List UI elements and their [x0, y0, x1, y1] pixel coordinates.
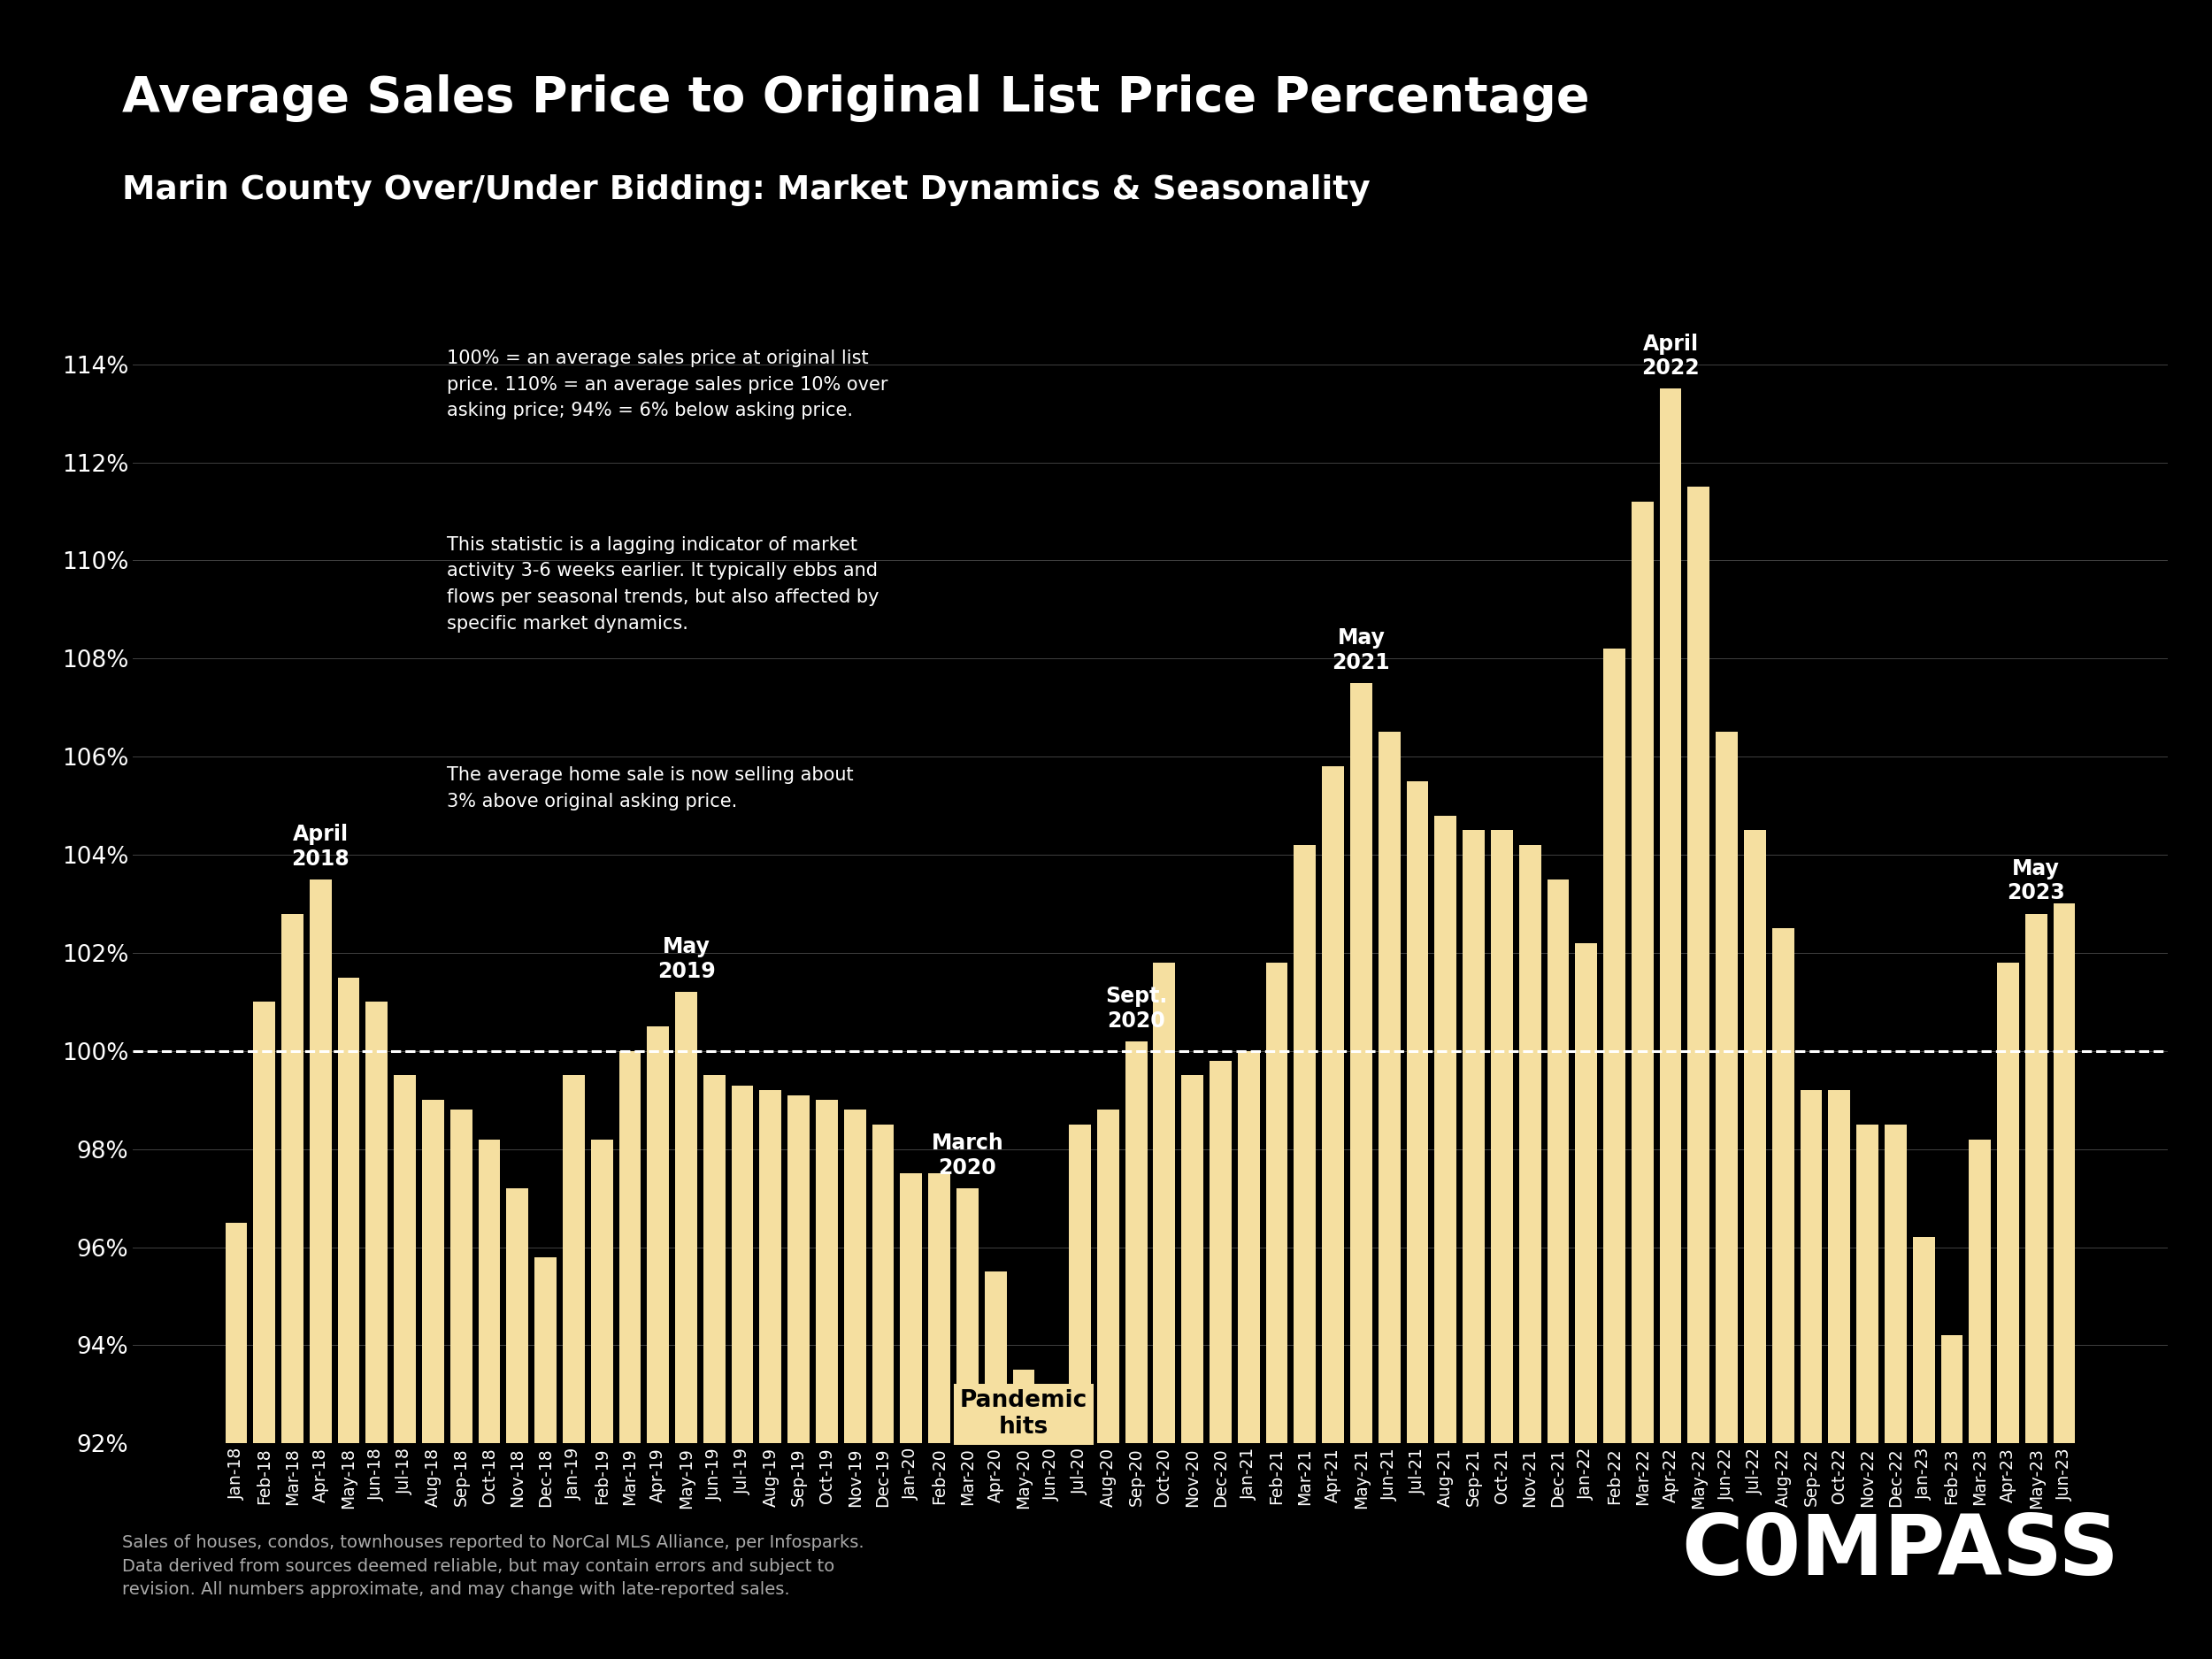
Bar	[1772, 929, 1794, 1659]
Bar	[365, 1002, 387, 1659]
Bar	[478, 1140, 500, 1659]
Bar	[900, 1173, 922, 1659]
Text: May
2019: May 2019	[657, 936, 714, 982]
Bar	[310, 879, 332, 1659]
Bar	[2026, 914, 2046, 1659]
Bar	[1378, 732, 1400, 1659]
Bar	[1068, 1125, 1091, 1659]
Bar	[1969, 1140, 1991, 1659]
Bar	[1856, 1125, 1878, 1659]
Bar	[1042, 1385, 1062, 1659]
Bar	[1997, 962, 2020, 1659]
Bar	[451, 1110, 471, 1659]
Bar	[984, 1272, 1006, 1659]
Bar	[675, 992, 697, 1659]
Bar	[507, 1188, 529, 1659]
Bar	[226, 1223, 248, 1659]
Bar	[1265, 962, 1287, 1659]
Text: C0MPASS: C0MPASS	[1681, 1511, 2119, 1593]
Text: May
2023: May 2023	[2006, 858, 2066, 904]
Text: The average home sale is now selling about
3% above original asking price.: The average home sale is now selling abo…	[447, 766, 854, 810]
Bar	[1407, 781, 1429, 1659]
Bar	[956, 1188, 978, 1659]
Bar	[619, 1050, 641, 1659]
Bar	[929, 1173, 951, 1659]
Bar	[1126, 1042, 1148, 1659]
Text: This statistic is a lagging indicator of market
activity 3-6 weeks earlier. It t: This statistic is a lagging indicator of…	[447, 536, 880, 632]
Text: Sales of houses, condos, townhouses reported to NorCal MLS Alliance, per Infospa: Sales of houses, condos, townhouses repo…	[122, 1535, 863, 1598]
Text: Sept.
2020: Sept. 2020	[1106, 985, 1168, 1032]
Bar	[535, 1258, 557, 1659]
Bar	[1097, 1110, 1119, 1659]
Bar	[1717, 732, 1739, 1659]
Bar	[1575, 942, 1597, 1659]
Bar	[1659, 388, 1681, 1659]
Bar	[1239, 1050, 1259, 1659]
Text: 100% = an average sales price at original list
price. 110% = an average sales pr: 100% = an average sales price at origina…	[447, 350, 889, 420]
Bar	[1462, 830, 1484, 1659]
Bar	[1152, 962, 1175, 1659]
Bar	[1829, 1090, 1849, 1659]
Text: May
2021: May 2021	[1332, 627, 1389, 674]
Text: Marin County Over/Under Bidding: Market Dynamics & Seasonality: Marin County Over/Under Bidding: Market …	[122, 174, 1369, 206]
Bar	[1913, 1238, 1936, 1659]
Bar	[1632, 501, 1652, 1659]
Bar	[254, 1002, 274, 1659]
Bar	[703, 1075, 726, 1659]
Bar	[1801, 1090, 1823, 1659]
Text: March
2020: March 2020	[931, 1133, 1004, 1178]
Bar	[759, 1090, 781, 1659]
Bar	[281, 914, 303, 1659]
Text: April
2022: April 2022	[1641, 333, 1699, 378]
Bar	[1323, 766, 1345, 1659]
Bar	[787, 1095, 810, 1659]
Bar	[1210, 1060, 1232, 1659]
Bar	[1436, 816, 1455, 1659]
Bar	[648, 1027, 668, 1659]
Bar	[562, 1075, 584, 1659]
Bar	[338, 977, 361, 1659]
Bar	[1743, 830, 1765, 1659]
Bar	[1940, 1335, 1962, 1659]
Bar	[1349, 684, 1371, 1659]
Bar	[872, 1125, 894, 1659]
Bar	[1294, 844, 1316, 1659]
Text: Pandemic
hits: Pandemic hits	[960, 1389, 1088, 1438]
Bar	[591, 1140, 613, 1659]
Bar	[1885, 1125, 1907, 1659]
Bar	[422, 1100, 445, 1659]
Bar	[816, 1100, 838, 1659]
Bar	[1546, 879, 1568, 1659]
Bar	[1013, 1370, 1035, 1659]
Bar	[394, 1075, 416, 1659]
Bar	[2053, 904, 2075, 1659]
Bar	[1491, 830, 1513, 1659]
Bar	[1604, 649, 1626, 1659]
Bar	[732, 1085, 754, 1659]
Bar	[1520, 844, 1542, 1659]
Text: April
2018: April 2018	[292, 823, 349, 869]
Bar	[845, 1110, 865, 1659]
Text: Average Sales Price to Original List Price Percentage: Average Sales Price to Original List Pri…	[122, 75, 1588, 123]
Bar	[1688, 486, 1710, 1659]
Bar	[1181, 1075, 1203, 1659]
